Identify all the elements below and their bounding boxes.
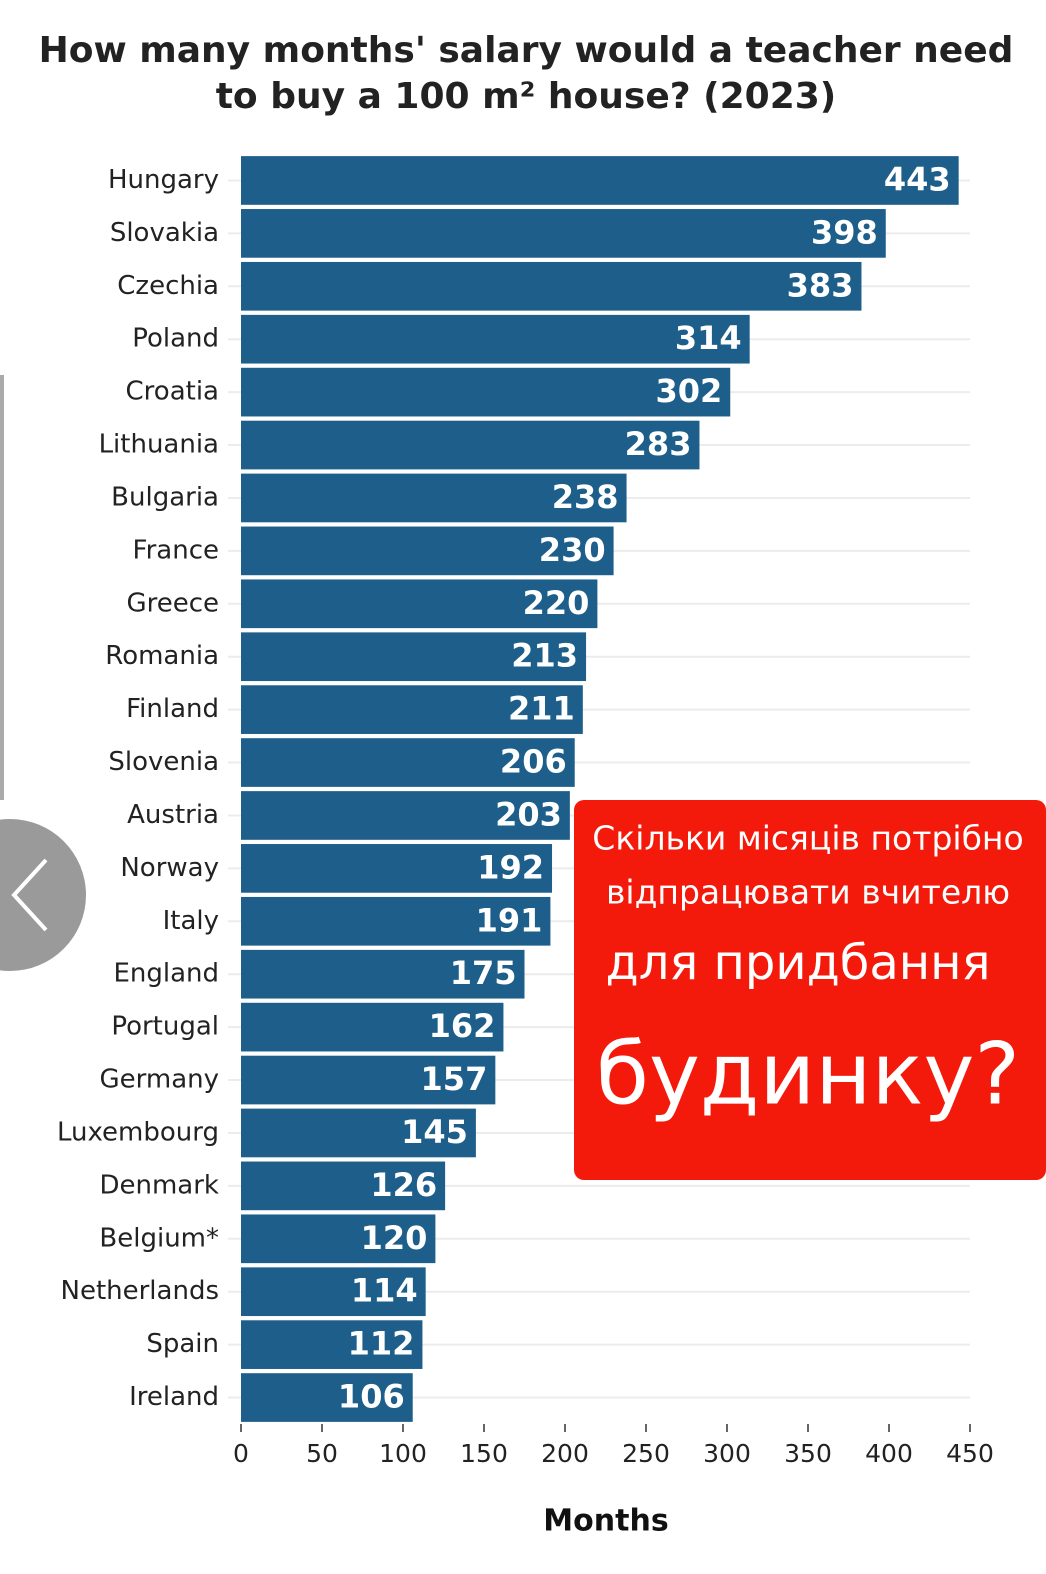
bar [241,1002,504,1052]
y-tick-label: Netherlands [61,1276,220,1306]
value-label: 112 [348,1325,415,1363]
bar [241,1267,426,1317]
bar [241,685,583,734]
x-tick-label: 350 [784,1439,832,1468]
value-label: 213 [511,637,578,675]
y-tick-label: France [133,535,219,565]
value-label: 283 [625,425,692,463]
y-tick-label: Norway [120,853,219,883]
value-label: 120 [361,1219,428,1257]
y-tick-label: England [113,959,219,989]
bar [241,844,553,893]
bar [241,1214,436,1264]
bar [241,896,551,946]
y-tick-label: Portugal [111,1012,219,1042]
x-tick-label: 150 [460,1439,508,1468]
value-label: 157 [421,1060,488,1098]
x-tick-label: 450 [946,1439,994,1468]
bar [241,1320,423,1369]
y-tick-label: Finland [126,694,219,724]
bar [241,1108,476,1158]
bar [241,1161,446,1211]
y-tick-label: Slovenia [108,747,219,777]
y-tick-label: Denmark [99,1170,219,1200]
y-tick-label: Romania [105,641,219,671]
bar [241,314,750,364]
x-tick-label: 100 [379,1439,427,1468]
bar [241,791,570,840]
y-tick-label: Bulgaria [111,482,219,512]
y-tick-label: Belgium* [99,1223,219,1253]
bar [241,156,959,205]
x-tick-label: 300 [703,1439,751,1468]
y-tick-label: Slovakia [110,218,219,248]
overlay-text: для придбання [606,935,991,991]
x-tick-label: 0 [233,1439,249,1468]
bar [241,738,575,787]
value-label: 191 [476,901,543,939]
x-tick-label: 50 [306,1439,338,1468]
value-label: 145 [401,1113,468,1151]
value-label: 230 [539,531,606,569]
y-tick-label: Hungary [108,165,219,195]
y-tick-label: Ireland [129,1382,219,1412]
bar [241,1055,496,1105]
y-tick-label: Austria [127,800,219,830]
back-button[interactable] [0,819,86,971]
back-arrow [11,858,48,932]
y-tick-label: Italy [163,906,219,936]
chart-title: to buy a 100 m² house? (2023) [216,76,837,117]
y-tick-label: Luxembourg [57,1117,219,1147]
x-axis-label: Months [543,1504,668,1539]
y-tick-label: Spain [146,1329,219,1359]
value-label: 162 [429,1007,496,1045]
value-label: 114 [351,1272,418,1310]
value-label: 398 [811,213,878,251]
x-tick-label: 400 [865,1439,913,1468]
value-label: 211 [508,690,575,728]
overlay-text: Скільки місяців потрібно [592,819,1023,858]
chart-title: How many months' salary would a teacher … [39,30,1014,71]
overlay-text: будинку? [596,1024,1020,1124]
overlay-text: відпрацювати вчителю [606,873,1010,912]
value-label: 192 [477,848,544,886]
bar [241,420,700,470]
y-tick-label: Lithuania [99,430,219,460]
x-tick-label: 200 [541,1439,589,1468]
bar [241,579,598,629]
bar [241,949,525,999]
value-label: 302 [655,372,722,410]
bar [241,632,587,682]
y-tick-label: Germany [99,1065,219,1095]
value-label: 238 [552,478,619,516]
y-tick-label: Czechia [117,271,219,301]
value-label: 314 [675,319,742,357]
bar [241,473,627,523]
value-label: 220 [523,584,590,622]
bar [241,367,731,417]
y-tick-label: Croatia [126,377,219,407]
bar [241,1373,413,1422]
side-scrollbar [0,375,4,800]
bar [241,209,886,258]
value-label: 203 [495,795,562,833]
value-label: 206 [500,743,567,781]
value-label: 443 [884,160,951,198]
y-tick-label: Greece [126,588,219,618]
y-tick-label: Poland [132,324,219,354]
bar [241,526,614,576]
value-label: 106 [338,1378,405,1416]
value-label: 175 [450,954,517,992]
plot: 0 50 100 150 200 250 300 350 400 450 Hungary 443 Slo… [57,156,994,1468]
x-tick-label: 250 [622,1439,670,1468]
value-label: 383 [787,266,854,304]
overlay-box [574,800,1046,1180]
value-label: 126 [370,1166,437,1204]
bar [241,261,862,311]
